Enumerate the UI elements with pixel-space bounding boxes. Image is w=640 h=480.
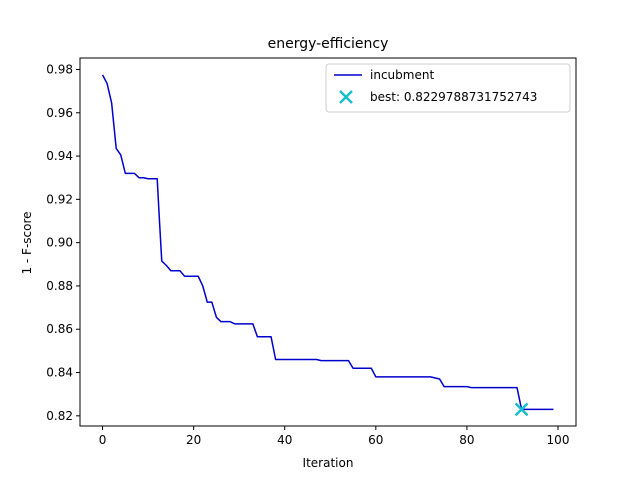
y-axis-label: 1 - F-score <box>20 211 34 274</box>
series-line-0 <box>101 74 554 411</box>
y-tick-label: 0.82 <box>46 409 73 423</box>
legend-incumbent-label: incubment <box>370 68 434 82</box>
x-tick-label: 0 <box>99 433 107 447</box>
y-tick-label: 0.90 <box>46 236 73 250</box>
x-tick-label: 20 <box>186 433 201 447</box>
legend: incubment best: 0.8229788731752743 <box>325 63 571 113</box>
y-tick-label: 0.84 <box>46 366 73 380</box>
x-tick-label: 60 <box>368 433 383 447</box>
x-tick-label: 100 <box>547 433 570 447</box>
plot-area: 0 20 40 60 80 100 0.82 0.84 0.86 0.88 0.90 0.92 0.94… <box>46 57 577 447</box>
legend-best-marker <box>339 90 353 104</box>
y-tick-label: 0.86 <box>46 322 73 336</box>
x-tick-label: 40 <box>277 433 292 447</box>
best-marker-stroke-b <box>514 402 529 417</box>
legend-frame <box>325 63 571 113</box>
legend-best-label: best: 0.8229788731752743 <box>370 90 537 104</box>
x-tick-label: 80 <box>459 433 474 447</box>
axes-frame <box>79 57 577 427</box>
y-tick-label: 0.88 <box>46 279 73 293</box>
y-tick-label: 0.96 <box>46 106 73 120</box>
y-tick-label: 0.92 <box>46 192 73 206</box>
y-tick-label: 0.98 <box>46 62 73 76</box>
x-axis-label: Iteration <box>303 456 354 470</box>
y-tick-label: 0.94 <box>46 149 73 163</box>
chart-title: energy-efficiency <box>268 36 389 52</box>
